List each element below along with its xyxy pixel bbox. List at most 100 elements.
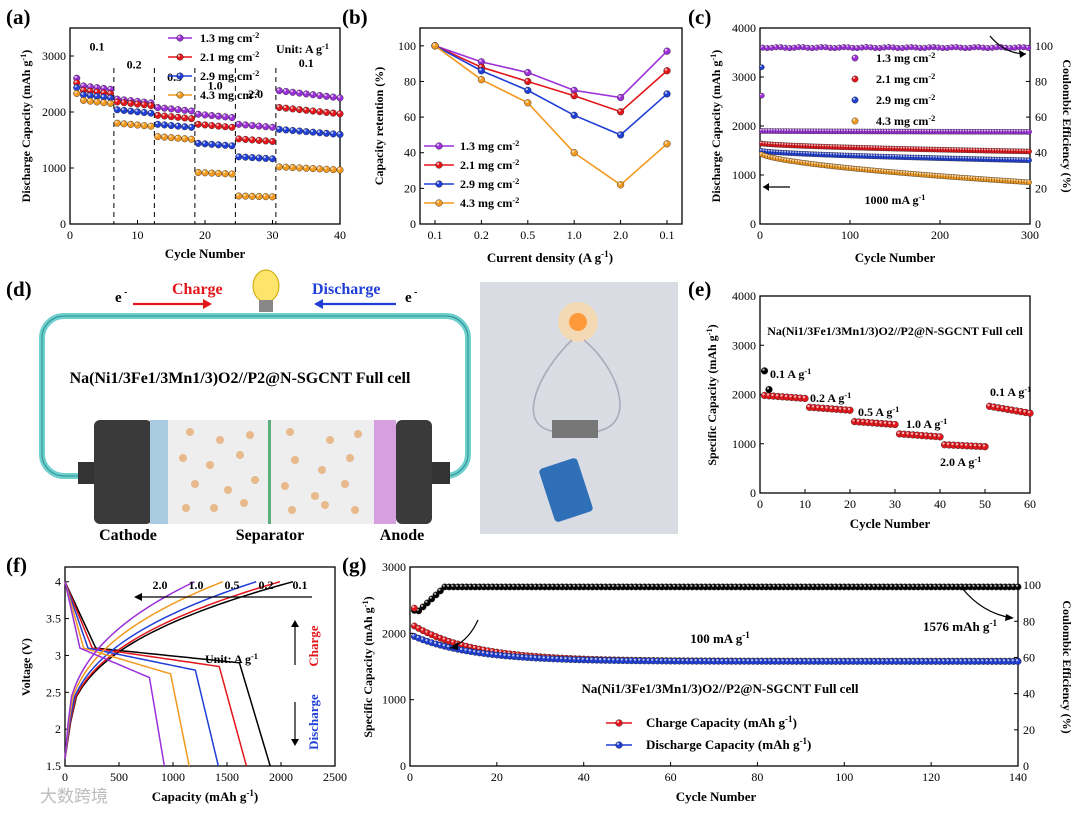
point-highlight xyxy=(128,122,131,125)
point-highlight xyxy=(101,90,104,93)
point-highlight xyxy=(875,154,878,157)
point-highlight xyxy=(776,156,778,159)
point-highlight xyxy=(1027,180,1030,183)
point-highlight xyxy=(807,404,810,408)
data-point xyxy=(663,90,671,98)
point-highlight xyxy=(867,129,870,132)
point-highlight xyxy=(908,155,911,158)
point-highlight xyxy=(885,659,888,662)
point-highlight xyxy=(633,658,636,661)
point-highlight xyxy=(1010,149,1013,151)
data-point xyxy=(1014,583,1022,591)
point-highlight xyxy=(889,154,892,157)
point-highlight xyxy=(897,431,900,434)
point-highlight xyxy=(900,129,903,132)
point-highlight xyxy=(416,635,419,639)
point-highlight xyxy=(924,659,927,662)
point-highlight xyxy=(135,109,138,112)
point-highlight xyxy=(459,642,463,646)
point-highlight xyxy=(827,144,830,147)
point-highlight xyxy=(142,123,145,126)
point-highlight xyxy=(716,584,719,587)
y2-tick-label: 60 xyxy=(1035,110,1047,124)
point-highlight xyxy=(946,129,949,132)
point-highlight xyxy=(486,648,489,651)
point-highlight xyxy=(331,131,334,134)
point-highlight xyxy=(759,584,762,587)
point-highlight xyxy=(209,123,212,126)
point-highlight xyxy=(290,89,293,93)
point-highlight xyxy=(801,45,804,47)
point-highlight xyxy=(881,169,884,172)
point-highlight xyxy=(310,166,314,169)
data-point xyxy=(309,107,317,115)
point-highlight xyxy=(911,129,913,132)
data-point xyxy=(147,109,155,117)
point-highlight xyxy=(766,387,770,390)
point-highlight xyxy=(963,659,967,662)
data-point xyxy=(323,108,331,116)
data-point xyxy=(296,89,304,97)
data-point xyxy=(160,121,168,129)
data-point xyxy=(936,433,944,441)
point-highlight xyxy=(290,106,293,109)
data-point xyxy=(1026,129,1032,135)
point-highlight xyxy=(938,156,940,158)
data-point xyxy=(316,129,324,137)
point-highlight xyxy=(852,118,856,121)
x-tick-label: 1.0 xyxy=(567,228,582,242)
point-highlight xyxy=(814,45,817,48)
data-point xyxy=(435,199,443,207)
point-highlight xyxy=(769,45,772,48)
arrow-head xyxy=(450,642,458,650)
point-highlight xyxy=(932,155,935,158)
point-highlight xyxy=(585,584,589,587)
point-highlight xyxy=(824,144,827,147)
data-point xyxy=(241,121,249,129)
data-point xyxy=(663,47,671,55)
data-point xyxy=(316,108,324,116)
point-highlight xyxy=(835,153,838,155)
x-tick-label: 10 xyxy=(132,228,144,242)
point-highlight xyxy=(459,647,463,651)
point-highlight xyxy=(1005,178,1008,181)
point-highlight xyxy=(733,659,736,662)
point-highlight xyxy=(664,91,668,94)
point-highlight xyxy=(794,143,797,146)
data-point xyxy=(228,170,236,178)
point-highlight xyxy=(824,129,827,132)
y-tick-label: 1000 xyxy=(42,161,66,175)
data-point xyxy=(435,161,443,169)
point-highlight xyxy=(935,173,938,176)
point-highlight xyxy=(618,95,621,98)
point-highlight xyxy=(542,584,545,587)
point-highlight xyxy=(850,659,854,662)
point-highlight xyxy=(876,659,880,662)
point-highlight xyxy=(759,141,762,144)
point-highlight xyxy=(74,91,77,94)
point-highlight xyxy=(1019,149,1021,152)
point-highlight xyxy=(951,129,954,132)
point-highlight xyxy=(848,166,851,168)
point-highlight xyxy=(929,155,932,158)
point-highlight xyxy=(933,584,936,587)
point-highlight xyxy=(1016,149,1019,151)
point-highlight xyxy=(959,659,962,662)
data-point xyxy=(133,108,141,116)
point-highlight xyxy=(830,152,832,155)
point-highlight xyxy=(1009,407,1013,411)
led-wire xyxy=(532,339,621,433)
coin-cell-clip xyxy=(539,458,593,522)
point-highlight xyxy=(842,584,845,587)
charge-label: Charge xyxy=(306,625,321,666)
sodium-ion xyxy=(216,436,224,444)
point-highlight xyxy=(236,193,239,196)
point-highlight xyxy=(777,659,780,662)
x-tick-label: 0 xyxy=(407,770,413,784)
data-point xyxy=(201,121,209,129)
point-highlight xyxy=(833,584,836,587)
point-highlight xyxy=(819,44,822,47)
point-highlight xyxy=(94,94,98,97)
point-highlight xyxy=(811,659,815,662)
point-highlight xyxy=(905,146,908,149)
